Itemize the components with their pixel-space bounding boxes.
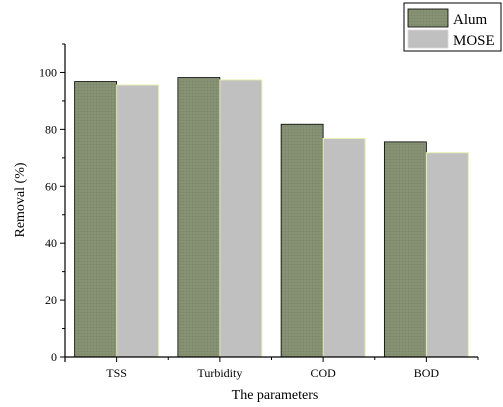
x-tick-label: TSS bbox=[106, 366, 127, 380]
legend: Alum MOSE bbox=[403, 2, 502, 52]
legend-label-mose: MOSE bbox=[453, 33, 495, 49]
y-axis-label: Removal (%) bbox=[13, 162, 28, 237]
x-axis-label: The parameters bbox=[232, 388, 319, 403]
legend-swatch-mose bbox=[407, 29, 449, 49]
y-tick-label: 20 bbox=[45, 293, 57, 307]
bar-alum-tss bbox=[74, 81, 118, 358]
y-ticks-group: 0 20 40 60 80 100 bbox=[39, 43, 65, 364]
bar-mose-cod bbox=[322, 137, 366, 358]
x-tick-label: BOD bbox=[414, 366, 440, 380]
legend-label-alum: Alum bbox=[453, 12, 488, 28]
legend-swatch-alum bbox=[407, 8, 449, 28]
x-tick-label: Turbidity bbox=[197, 366, 242, 380]
y-tick-label: 40 bbox=[45, 236, 57, 250]
y-tick-label: 0 bbox=[51, 350, 57, 364]
bar-mose-tss bbox=[116, 84, 160, 358]
bar-mose-turbidity bbox=[219, 79, 263, 358]
y-tick-label: 60 bbox=[45, 179, 57, 193]
bar-alum-bod bbox=[383, 141, 427, 358]
bars-group bbox=[74, 77, 469, 358]
x-ticks-group: TSS Turbidity COD BOD bbox=[106, 357, 479, 380]
bar-alum-turbidity bbox=[177, 77, 221, 358]
y-tick-label: 100 bbox=[39, 65, 57, 79]
bar-mose-bod bbox=[425, 152, 469, 358]
x-tick-label: COD bbox=[310, 366, 336, 380]
bar-alum-cod bbox=[280, 123, 324, 358]
y-tick-label: 80 bbox=[45, 122, 57, 136]
